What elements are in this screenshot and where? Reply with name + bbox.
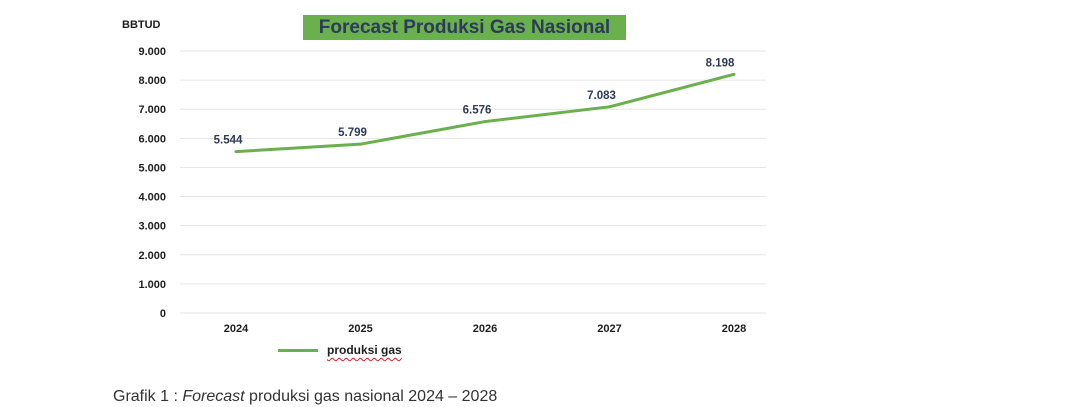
caption-suffix: produksi gas nasional 2024 – 2028 [244, 388, 498, 405]
y-tick-label: 3.000 [138, 221, 166, 233]
x-tick-label: 2028 [722, 323, 746, 335]
data-label: 5.544 [214, 135, 243, 147]
x-tick-label: 2027 [597, 323, 621, 335]
data-point [732, 72, 736, 76]
x-tick-label: 2025 [348, 323, 372, 335]
caption-italic-word: Forecast [182, 388, 245, 405]
data-point [359, 142, 362, 146]
chart-legend: produksi gas [278, 343, 402, 357]
caption-prefix: Grafik 1 : [113, 388, 183, 405]
legend-line-swatch [278, 348, 318, 352]
x-tick-label: 2024 [224, 323, 249, 335]
data-point [608, 105, 611, 109]
x-tick-label: 2026 [473, 323, 497, 335]
data-label: 5.799 [338, 127, 367, 139]
figure-caption: Grafik 1 : Forecast produksi gas nasiona… [113, 388, 497, 406]
data-point [483, 120, 487, 124]
chart-plot: 0 1.000 2.000 3.000 4.000 5.000 6.000 7.000 8.00… [138, 46, 766, 335]
y-tick-label: 7.000 [138, 104, 166, 116]
y-tick-label: 4.000 [138, 192, 166, 204]
data-label: 8.198 [706, 57, 735, 69]
legend-series-label: produksi gas [327, 343, 402, 357]
y-axis-unit-label: BBTUD [122, 19, 161, 31]
y-tick-label: 6.000 [138, 133, 166, 145]
data-point [234, 150, 238, 154]
chart-title-banner: Forecast Produksi Gas Nasional [303, 15, 626, 40]
y-tick-label: 8.000 [138, 75, 166, 87]
y-tick-label: 0 [160, 308, 166, 320]
y-tick-label: 1.000 [138, 279, 166, 291]
y-tick-label: 5.000 [138, 162, 166, 174]
data-label: 6.576 [463, 105, 492, 117]
data-label: 7.083 [587, 90, 616, 102]
y-tick-label: 2.000 [138, 250, 166, 262]
y-tick-label: 9.000 [138, 46, 166, 58]
chart-title: Forecast Produksi Gas Nasional [318, 16, 611, 38]
